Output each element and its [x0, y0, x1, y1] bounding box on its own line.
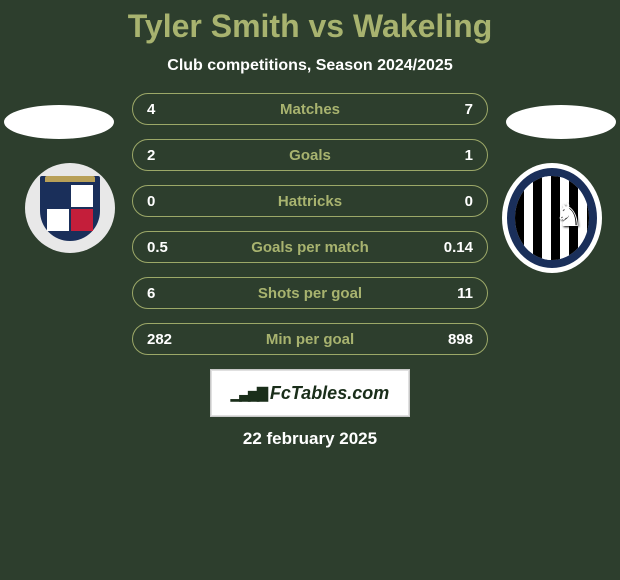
left-club-logo — [25, 163, 115, 253]
stat-label: Goals — [289, 147, 331, 164]
stat-row-matches: 4 Matches 7 — [132, 93, 488, 125]
chart-icon: ▁▃▅▇ — [231, 385, 266, 402]
horse-icon: ♞ — [554, 196, 583, 234]
stat-row-shots-per-goal: 6 Shots per goal 11 — [132, 277, 488, 309]
date-text: 22 february 2025 — [0, 429, 620, 449]
left-oval-decoration — [4, 105, 114, 139]
stat-left-value: 0.5 — [147, 239, 192, 256]
right-oval-decoration — [506, 105, 616, 139]
stat-label: Goals per match — [251, 239, 369, 256]
stat-right-value: 1 — [428, 147, 473, 164]
stat-row-goals: 2 Goals 1 — [132, 139, 488, 171]
right-club-logo: ♞ — [502, 163, 602, 273]
stat-right-value: 7 — [428, 101, 473, 118]
main-container: ♞ 4 Matches 7 2 Goals 1 0 Hattricks 0 0.… — [0, 93, 620, 449]
barrow-shield-icon — [40, 176, 100, 241]
stat-right-value: 0 — [428, 193, 473, 210]
stat-right-value: 0.14 — [428, 239, 473, 256]
badge-text: FcTables.com — [270, 383, 389, 404]
stat-row-goals-per-match: 0.5 Goals per match 0.14 — [132, 231, 488, 263]
subtitle: Club competitions, Season 2024/2025 — [0, 57, 620, 75]
fctables-badge: ▁▃▅▇ FcTables.com — [210, 369, 410, 417]
stat-left-value: 6 — [147, 285, 192, 302]
stat-row-min-per-goal: 282 Min per goal 898 — [132, 323, 488, 355]
stat-right-value: 11 — [428, 285, 473, 302]
stat-left-value: 4 — [147, 101, 192, 118]
stat-row-hattricks: 0 Hattricks 0 — [132, 185, 488, 217]
stat-label: Shots per goal — [258, 285, 362, 302]
stat-left-value: 282 — [147, 331, 192, 348]
stat-label: Hattricks — [278, 193, 342, 210]
page-title: Tyler Smith vs Wakeling — [0, 0, 620, 45]
stat-right-value: 898 — [428, 331, 473, 348]
stats-list: 4 Matches 7 2 Goals 1 0 Hattricks 0 0.5 … — [132, 93, 488, 355]
gillingham-badge-icon: ♞ — [507, 168, 597, 268]
stat-left-value: 0 — [147, 193, 192, 210]
stat-label: Matches — [280, 101, 340, 118]
stat-label: Min per goal — [266, 331, 354, 348]
stat-left-value: 2 — [147, 147, 192, 164]
